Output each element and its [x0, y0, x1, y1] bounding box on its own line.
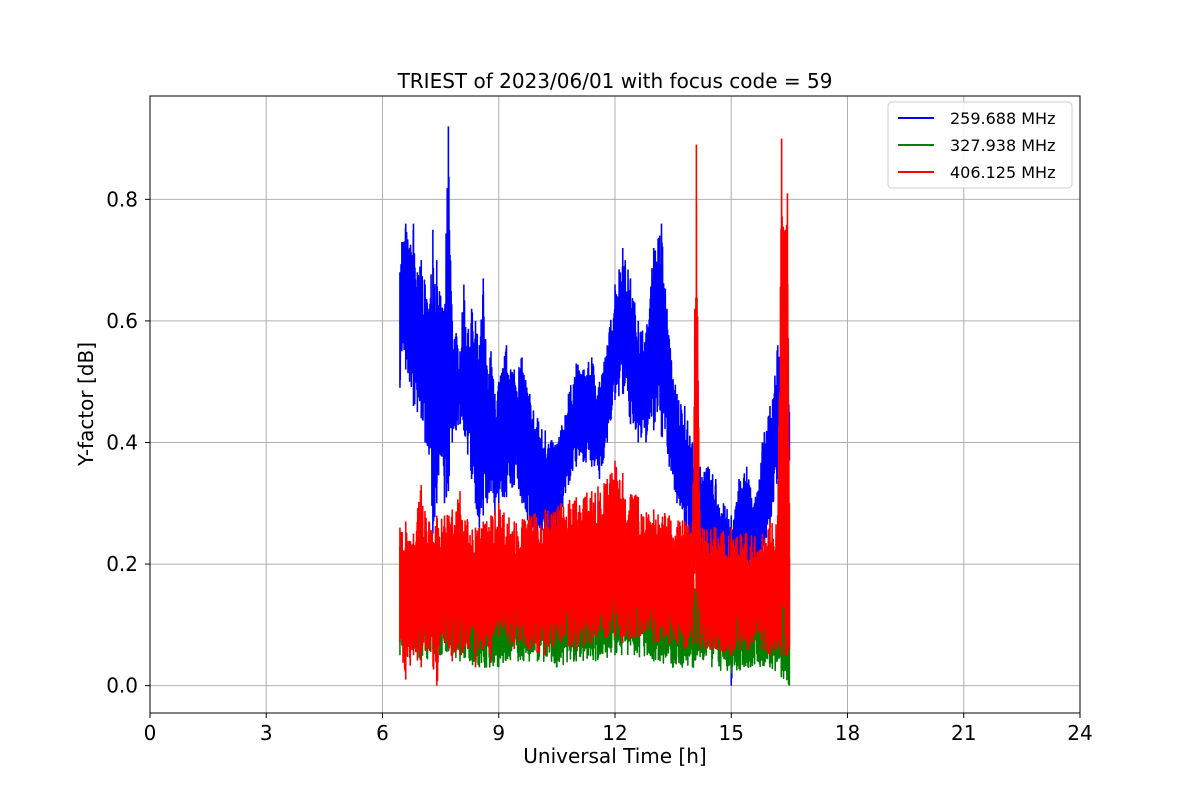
x-tick-label: 3 — [260, 721, 273, 745]
x-tick-label: 12 — [602, 721, 627, 745]
y-tick-label: 0.2 — [106, 552, 138, 576]
x-tick-label: 6 — [376, 721, 389, 745]
legend: 259.688 MHz 327.938 MHz 406.125 MHz — [887, 101, 1073, 189]
x-tick-label: 15 — [719, 721, 744, 745]
y-axis-label: Y-factor [dB] — [74, 342, 98, 467]
y-tick-label: 0.8 — [106, 187, 138, 211]
legend-label-406: 406.125 MHz — [950, 163, 1055, 182]
x-tick-label: 9 — [492, 721, 505, 745]
x-axis-label: Universal Time [h] — [523, 744, 706, 768]
chart-title: TRIEST of 2023/06/01 with focus code = 5… — [397, 69, 833, 93]
legend-label-259: 259.688 MHz — [950, 109, 1055, 128]
series-line-2 — [399, 138, 791, 686]
x-tick-label: 21 — [951, 721, 976, 745]
x-tick-label: 0 — [144, 721, 157, 745]
x-tick-label: 18 — [835, 721, 860, 745]
y-tick-label: 0.6 — [106, 309, 138, 333]
x-axis: 0 3 6 9 12 15 18 21 24 — [144, 713, 1093, 745]
y-tick-label: 0.0 — [106, 674, 138, 698]
x-tick-label: 24 — [1067, 721, 1092, 745]
legend-box — [887, 101, 1073, 189]
series-group — [399, 126, 791, 686]
y-axis: 0.0 0.2 0.4 0.6 0.8 — [106, 187, 150, 698]
legend-label-327: 327.938 MHz — [950, 136, 1055, 155]
y-tick-label: 0.4 — [106, 430, 138, 454]
